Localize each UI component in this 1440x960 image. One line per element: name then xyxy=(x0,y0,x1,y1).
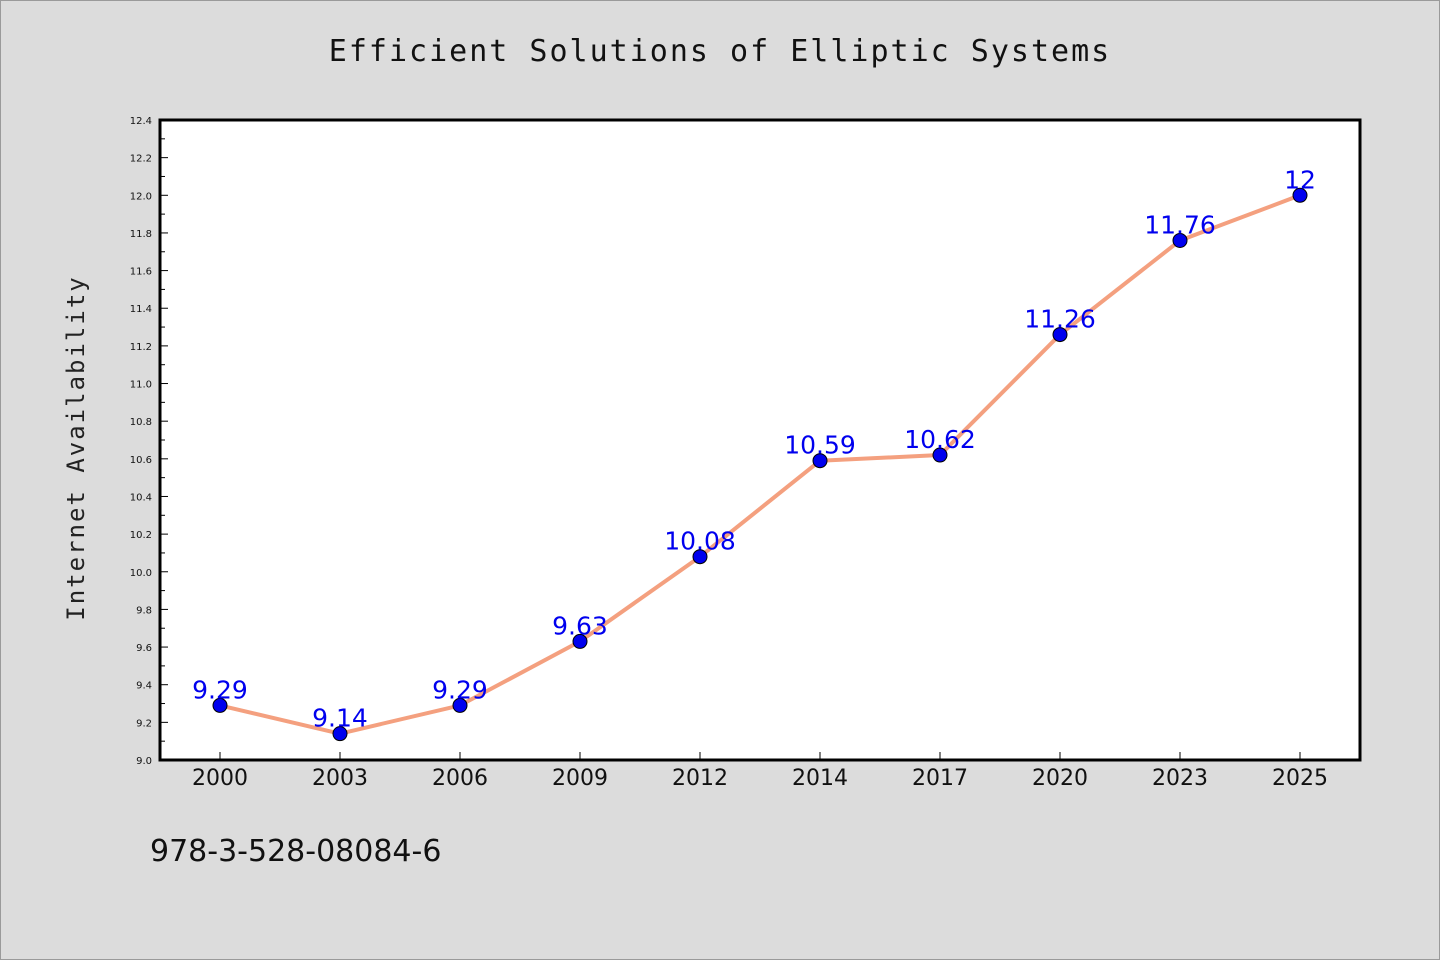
x-tick-label: 2025 xyxy=(1272,766,1328,791)
y-tick-label: 9.2 xyxy=(136,718,152,729)
y-tick-label: 11.2 xyxy=(130,342,152,353)
y-tick-label: 9.8 xyxy=(136,605,152,616)
y-tick-label: 12.0 xyxy=(130,191,152,202)
x-tick-label: 2003 xyxy=(312,766,368,791)
data-label: 10.59 xyxy=(784,431,856,460)
data-point xyxy=(212,697,228,713)
y-tick-label: 10.6 xyxy=(130,455,152,466)
data-label: 9.14 xyxy=(312,704,368,733)
x-tick-label: 2014 xyxy=(792,766,848,791)
data-point xyxy=(1292,187,1308,203)
y-tick-label: 11.6 xyxy=(130,267,152,278)
y-tick-label: 9.4 xyxy=(136,681,152,692)
data-label: 9.63 xyxy=(552,611,608,640)
data-label: 10.08 xyxy=(664,527,736,556)
data-point xyxy=(1052,327,1068,343)
x-tick-label: 2017 xyxy=(912,766,968,791)
data-label: 12 xyxy=(1284,165,1316,194)
x-tick-label: 2020 xyxy=(1032,766,1088,791)
plot-area xyxy=(158,118,1362,762)
data-point xyxy=(572,633,588,649)
x-tick-label: 2023 xyxy=(1152,766,1208,791)
data-point xyxy=(1172,232,1188,248)
y-tick-label: 11.4 xyxy=(130,304,152,315)
footer-code: 978-3-528-08084-6 xyxy=(150,834,442,869)
data-label: 11.26 xyxy=(1024,305,1096,334)
x-tick-label: 2000 xyxy=(192,766,248,791)
data-point xyxy=(452,697,468,713)
series-line xyxy=(218,193,1302,736)
y-tick-label: 10.8 xyxy=(130,417,152,428)
y-tick-label: 11.0 xyxy=(130,380,152,391)
x-tick-label: 2009 xyxy=(552,766,608,791)
y-tick-label: 10.4 xyxy=(130,492,152,503)
x-tick-label: 2012 xyxy=(672,766,728,791)
x-tick-label: 2006 xyxy=(432,766,488,791)
data-point xyxy=(932,447,948,463)
data-point xyxy=(332,726,348,742)
y-tick-label: 9.0 xyxy=(136,756,152,767)
y-tick-label: 10.0 xyxy=(130,568,152,579)
y-tick-label: 9.6 xyxy=(136,643,152,654)
data-label: 9.29 xyxy=(432,675,488,704)
data-point xyxy=(812,453,828,469)
chart-title: Efficient Solutions of Elliptic Systems xyxy=(328,34,1112,69)
data-label: 10.62 xyxy=(904,425,976,454)
y-tick-label: 12.4 xyxy=(130,116,152,127)
y-tick-label: 11.8 xyxy=(130,229,152,240)
data-label: 9.29 xyxy=(192,675,248,704)
y-tick-label: 10.2 xyxy=(130,530,152,541)
data-point xyxy=(692,549,708,565)
y-tick-label: 12.2 xyxy=(130,154,152,165)
data-label: 11.76 xyxy=(1144,210,1216,239)
